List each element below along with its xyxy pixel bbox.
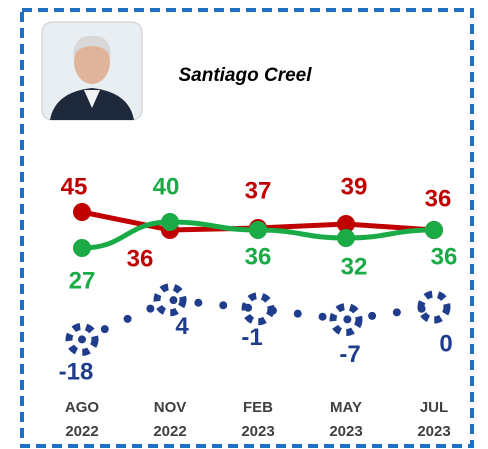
x-tick-label: 2023	[241, 423, 274, 440]
x-tick-label: AGO	[65, 399, 100, 416]
data-label: 36	[127, 245, 154, 272]
data-label: -1	[241, 324, 262, 351]
point-marker	[73, 203, 91, 221]
chart: Santiago Creel AGO 2022 NOV 2022 FEB 2023 MAY 2…	[0, 0, 488, 449]
point-marker	[425, 221, 443, 239]
x-tick-label: 2023	[329, 423, 362, 440]
data-label: 36	[245, 243, 272, 270]
data-label: -18	[59, 359, 94, 386]
data-label: 40	[153, 173, 180, 200]
point-marker	[161, 213, 179, 231]
x-tick-label: 2022	[65, 423, 98, 440]
data-label: 32	[341, 253, 368, 280]
data-label: -7	[339, 341, 360, 368]
x-tick-label: NOV	[154, 399, 187, 416]
x-tick-label: 2022	[153, 423, 186, 440]
data-label: 45	[61, 173, 88, 200]
data-label: 27	[69, 267, 96, 294]
data-label: 36	[425, 185, 452, 212]
data-label: 0	[439, 330, 452, 357]
chart-title: Santiago Creel	[178, 65, 312, 86]
data-label: 36	[431, 243, 458, 270]
x-tick-label: JUL	[420, 399, 448, 416]
x-tick-label: MAY	[330, 399, 362, 416]
data-label: 37	[245, 177, 272, 204]
portrait	[42, 22, 142, 120]
point-marker	[73, 239, 91, 257]
x-tick-label: FEB	[243, 399, 273, 416]
x-tick-label: 2023	[417, 423, 450, 440]
point-marker	[337, 229, 355, 247]
data-label: 4	[175, 313, 189, 340]
point-marker	[249, 221, 267, 239]
data-label: 39	[341, 173, 368, 200]
